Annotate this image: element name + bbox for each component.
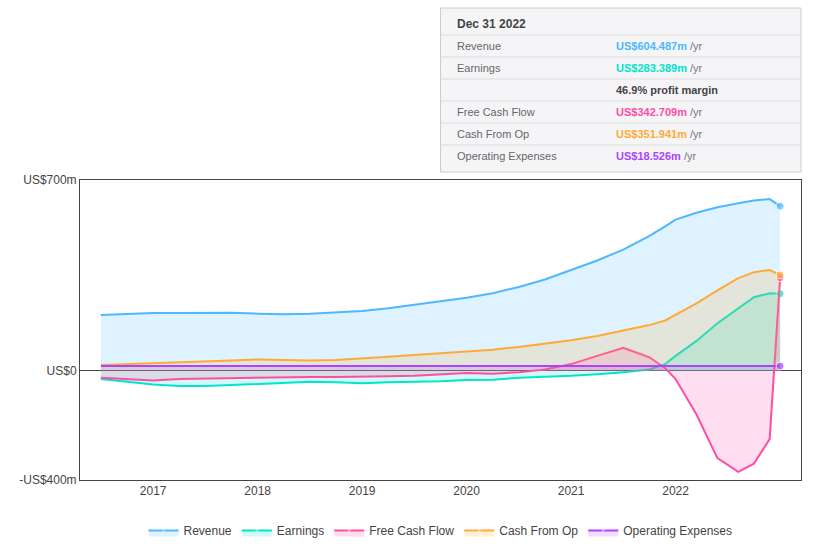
svg-text:Free Cash Flow: Free Cash Flow [369,524,454,538]
svg-text:2020: 2020 [453,484,480,498]
svg-text:Revenue: Revenue [457,40,501,52]
svg-text:Cash From Op: Cash From Op [499,524,578,538]
svg-text:46.9% profit margin: 46.9% profit margin [616,84,718,96]
svg-text:US$700m: US$700m [23,173,76,187]
svg-text:US$283.389m /yr: US$283.389m /yr [616,62,703,74]
svg-text:Cash From Op: Cash From Op [457,128,529,140]
svg-text:-US$400m: -US$400m [19,473,76,487]
svg-text:2018: 2018 [244,484,271,498]
svg-text:2019: 2019 [349,484,376,498]
svg-text:Operating Expenses: Operating Expenses [623,524,732,538]
svg-text:US$604.487m /yr: US$604.487m /yr [616,40,703,52]
svg-text:Revenue: Revenue [184,524,232,538]
svg-text:US$0: US$0 [47,364,77,378]
svg-text:US$18.526m /yr: US$18.526m /yr [616,150,696,162]
svg-text:Earnings: Earnings [457,62,501,74]
svg-text:Earnings: Earnings [277,524,324,538]
svg-text:2017: 2017 [140,484,167,498]
svg-text:Operating Expenses: Operating Expenses [457,150,557,162]
svg-text:Dec 31 2022: Dec 31 2022 [457,17,526,31]
svg-text:2022: 2022 [662,484,689,498]
svg-text:US$351.941m /yr: US$351.941m /yr [616,128,703,140]
svg-text:2021: 2021 [558,484,585,498]
svg-text:US$342.709m /yr: US$342.709m /yr [616,106,703,118]
svg-text:Free Cash Flow: Free Cash Flow [457,106,535,118]
